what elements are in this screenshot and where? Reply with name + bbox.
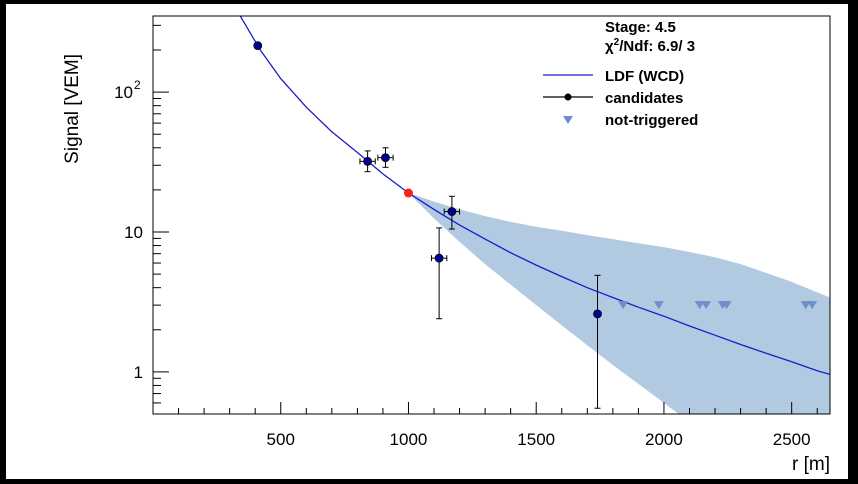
reference-point bbox=[403, 188, 413, 198]
plot-frame bbox=[152, 15, 831, 415]
not-triggered-marker bbox=[694, 301, 705, 310]
y-tick-label: 10 bbox=[114, 83, 133, 102]
legend: Stage: 4.5 χ2/Ndf: 6.9/ 3 LDF (WCD) cand… bbox=[543, 19, 698, 129]
y-tick-exponent: 2 bbox=[134, 78, 141, 92]
candidate-point bbox=[381, 153, 390, 163]
candidate-point bbox=[253, 41, 263, 51]
legend-ldf-label: LDF (WCD) bbox=[605, 68, 684, 85]
candidate-point bbox=[593, 309, 602, 319]
x-tick-label: 2000 bbox=[645, 430, 683, 449]
candidate-point bbox=[434, 253, 444, 263]
y-tick-label: 1 bbox=[134, 363, 143, 382]
legend-not-triggered-label: not-triggered bbox=[605, 112, 698, 129]
not-triggered-marker bbox=[721, 301, 732, 310]
x-axis-label: r [m] bbox=[792, 454, 830, 475]
ldf-fit-line bbox=[239, 16, 830, 376]
not-triggered-marker bbox=[653, 301, 664, 310]
legend-chi2: χ2/Ndf: 6.9/ 3 bbox=[605, 37, 695, 55]
y-tick-label: 10 bbox=[124, 223, 143, 242]
y-axis-label: Signal [VEM] bbox=[62, 54, 83, 164]
not-triggered-marker bbox=[807, 301, 818, 310]
candidate-point bbox=[447, 207, 457, 216]
legend-not-triggered-marker bbox=[563, 116, 573, 124]
x-tick-label: 1500 bbox=[517, 430, 555, 449]
not-triggered-marker bbox=[701, 301, 712, 310]
fit-uncertainty-band bbox=[240, 16, 830, 414]
not-triggered-marker bbox=[618, 301, 629, 310]
legend-candidates-label: candidates bbox=[605, 90, 683, 107]
x-tick-label: 1000 bbox=[390, 430, 428, 449]
legend-stage: Stage: 4.5 bbox=[605, 19, 676, 36]
x-tick-label: 2500 bbox=[773, 430, 811, 449]
chart-canvas: 500 1000 1500 2000 2500 1 10 10 2 Signal [VEM] r… bbox=[6, 4, 848, 479]
not-triggered-marker bbox=[800, 301, 811, 310]
x-tick-label: 500 bbox=[267, 430, 295, 449]
legend-candidates-marker bbox=[564, 93, 572, 101]
candidate-point bbox=[363, 156, 372, 166]
